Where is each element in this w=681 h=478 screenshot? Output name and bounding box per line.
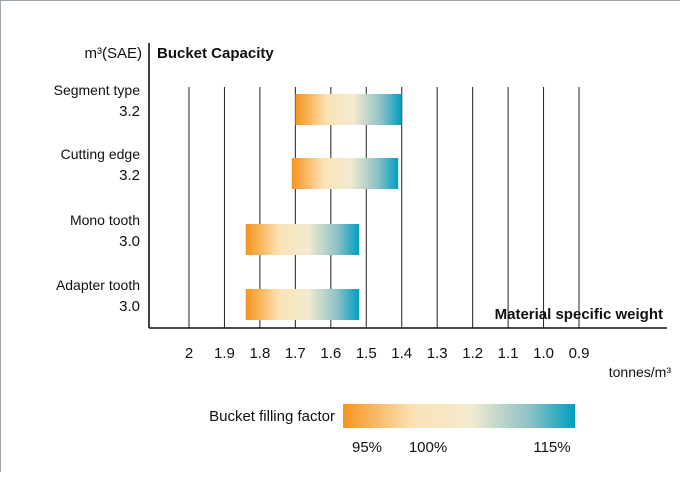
x-tick-label: 0.9	[569, 345, 590, 362]
capacity-bar	[291, 158, 399, 189]
x-tick-label: 1.6	[320, 345, 341, 362]
category-capacity: 3.2	[119, 167, 140, 184]
category-capacity: 3.2	[119, 103, 140, 120]
x-tick-labels: 2 1.9 1.8 1.7 1.6 1.5 1.4 1.3 1.2 1.1 1.0 0.9	[185, 345, 590, 362]
x-tick-label: 1.9	[214, 345, 235, 362]
legend-label: 115%	[533, 439, 570, 456]
legend-label: 100%	[409, 439, 447, 456]
category-capacity: 3.0	[119, 233, 140, 250]
x-tick-label: 1.8	[249, 345, 270, 362]
legend-label: 95%	[352, 439, 382, 456]
x-tick-label: 1.7	[285, 345, 306, 362]
legend-gradient-bar	[343, 404, 575, 428]
chart-title: Bucket Capacity	[157, 45, 274, 62]
gridlines	[188, 87, 580, 328]
bars	[245, 94, 402, 320]
category-name: Adapter tooth	[56, 277, 140, 293]
category-labels: Segment type 3.2 Cutting edge 3.2 Mono tooth…	[54, 82, 141, 315]
x-tick-label: 1.2	[462, 345, 483, 362]
capacity-bar	[245, 289, 360, 320]
x-tick-label: 1.4	[391, 345, 412, 362]
x-axis-unit: tonnes/m³	[609, 364, 672, 380]
legend-title: Bucket filling factor	[209, 408, 335, 425]
category-capacity: 3.0	[119, 298, 140, 315]
x-tick-label: 1.1	[498, 345, 519, 362]
legend-labels: 95% 100% 115%	[352, 439, 571, 456]
x-axis-label: Material specific weight	[495, 306, 663, 323]
capacity-bar	[295, 94, 402, 125]
x-tick-label: 1.0	[533, 345, 554, 362]
x-tick-label: 1.3	[427, 345, 448, 362]
x-tick-label: 2	[185, 345, 193, 362]
x-tick-label: 1.5	[356, 345, 377, 362]
category-name: Cutting edge	[61, 146, 141, 162]
category-name: Segment type	[54, 82, 141, 98]
capacity-bar	[245, 224, 360, 255]
category-name: Mono tooth	[70, 212, 140, 228]
y-axis-label: m³(SAE)	[85, 45, 143, 62]
